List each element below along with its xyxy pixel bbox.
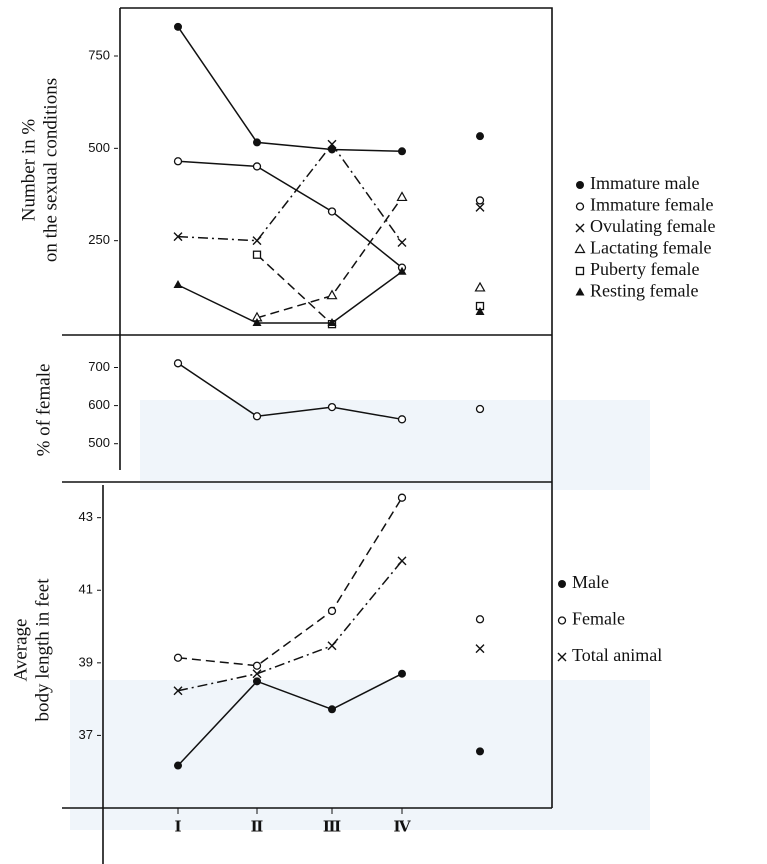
y-tick-label: 700 [88, 359, 110, 374]
watermark [70, 680, 650, 830]
y-axis-label: Number in % [18, 119, 39, 222]
y-tick-label: 41 [79, 582, 93, 597]
marker [558, 580, 566, 588]
y-tick-label: 39 [79, 654, 93, 669]
marker [173, 359, 183, 368]
marker [173, 686, 183, 696]
marker [398, 669, 406, 678]
marker [475, 202, 485, 212]
y-axis-label: on the sexual conditions [40, 78, 61, 262]
y-tick-label: 250 [88, 232, 110, 247]
marker [173, 279, 183, 288]
marker [575, 287, 585, 296]
marker [253, 677, 261, 686]
marker [475, 306, 485, 315]
marker [574, 243, 586, 254]
y-tick-label: 500 [88, 140, 110, 155]
marker [252, 236, 262, 246]
line [177, 26, 403, 153]
legend-label: Total animal [572, 645, 662, 665]
line [177, 160, 403, 269]
marker [174, 761, 182, 770]
legend-label: Ovulating female [590, 216, 715, 236]
marker [174, 22, 182, 31]
marker [253, 138, 261, 147]
y-tick-label: 600 [88, 397, 110, 412]
marker [557, 616, 567, 625]
line [177, 560, 403, 692]
marker [327, 318, 337, 327]
y-axis-label: % of female [33, 364, 54, 457]
marker [475, 404, 485, 414]
marker [575, 202, 585, 211]
marker [327, 139, 337, 149]
marker [396, 191, 408, 202]
marker [326, 289, 338, 300]
marker [397, 493, 407, 502]
legend-label: Male [572, 572, 609, 592]
line [177, 673, 403, 767]
marker [252, 412, 262, 421]
marker [575, 223, 585, 233]
legend-label: Resting female [590, 281, 698, 301]
marker [474, 281, 486, 292]
marker [476, 132, 484, 141]
legend-label: Immature female [590, 195, 713, 215]
marker [173, 232, 183, 242]
marker [327, 402, 337, 412]
line [177, 143, 403, 243]
x-tick-label: Ⅲ [323, 819, 341, 835]
line [256, 254, 333, 325]
marker [397, 266, 407, 275]
marker [173, 157, 183, 166]
y-tick-label: 37 [79, 727, 93, 742]
marker [252, 250, 262, 259]
marker [173, 653, 183, 662]
marker [327, 606, 337, 616]
marker [328, 705, 336, 714]
x-tick-label: Ⅰ [174, 819, 181, 835]
marker [252, 162, 262, 171]
line [177, 362, 403, 421]
frame [120, 7, 553, 808]
marker [475, 644, 485, 654]
legend-label: Puberty female [590, 259, 699, 279]
legend-label: Lactating female [590, 238, 711, 258]
line [177, 497, 403, 667]
marker [476, 747, 484, 756]
marker [575, 266, 585, 276]
marker [475, 196, 485, 205]
x-tick-label: Ⅱ [251, 819, 264, 835]
y-tick-label: 500 [88, 435, 110, 450]
marker [557, 652, 567, 662]
marker [327, 207, 337, 216]
y-axis-label: Average [10, 619, 31, 682]
legend-label: Female [572, 609, 625, 629]
marker [397, 238, 407, 248]
marker [252, 669, 262, 679]
y-tick-label: 750 [88, 47, 110, 62]
y-axis-label: body length in feet [32, 578, 53, 722]
legend-label: Immature male [590, 173, 699, 193]
marker [398, 147, 406, 156]
marker [397, 415, 407, 424]
marker [252, 318, 262, 327]
marker [475, 615, 485, 624]
marker [576, 181, 584, 189]
x-tick-label: Ⅳ [393, 819, 411, 835]
marker [252, 661, 262, 670]
marker [397, 556, 407, 566]
line [177, 271, 403, 324]
y-tick-label: 43 [79, 509, 93, 524]
marker [327, 641, 337, 651]
watermark [140, 400, 650, 490]
